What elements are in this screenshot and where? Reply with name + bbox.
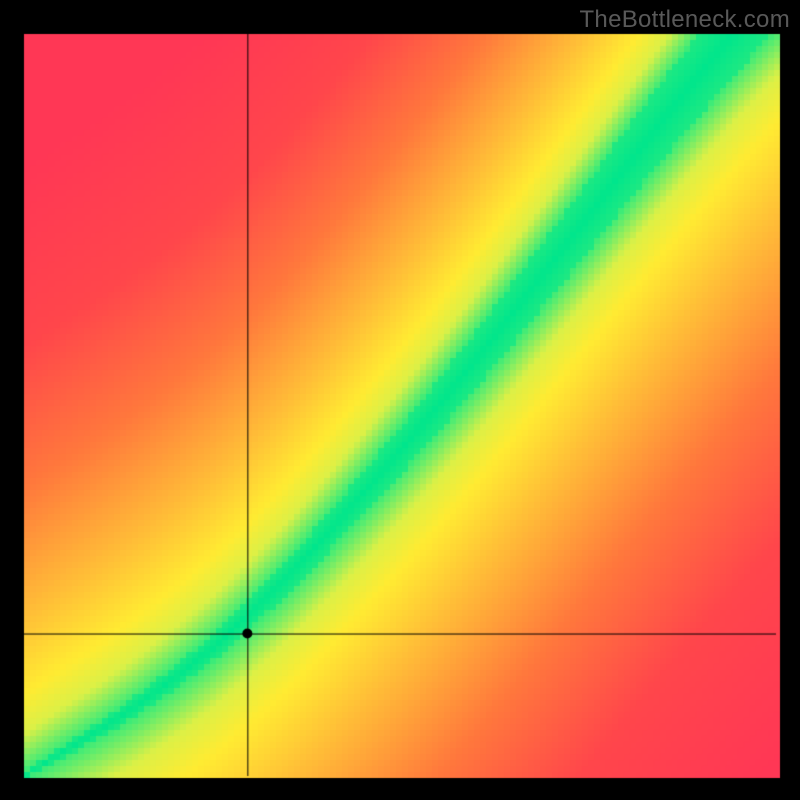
bottleneck-heatmap (0, 0, 800, 800)
chart-container: TheBottleneck.com (0, 0, 800, 800)
watermark-text: TheBottleneck.com (579, 6, 790, 34)
